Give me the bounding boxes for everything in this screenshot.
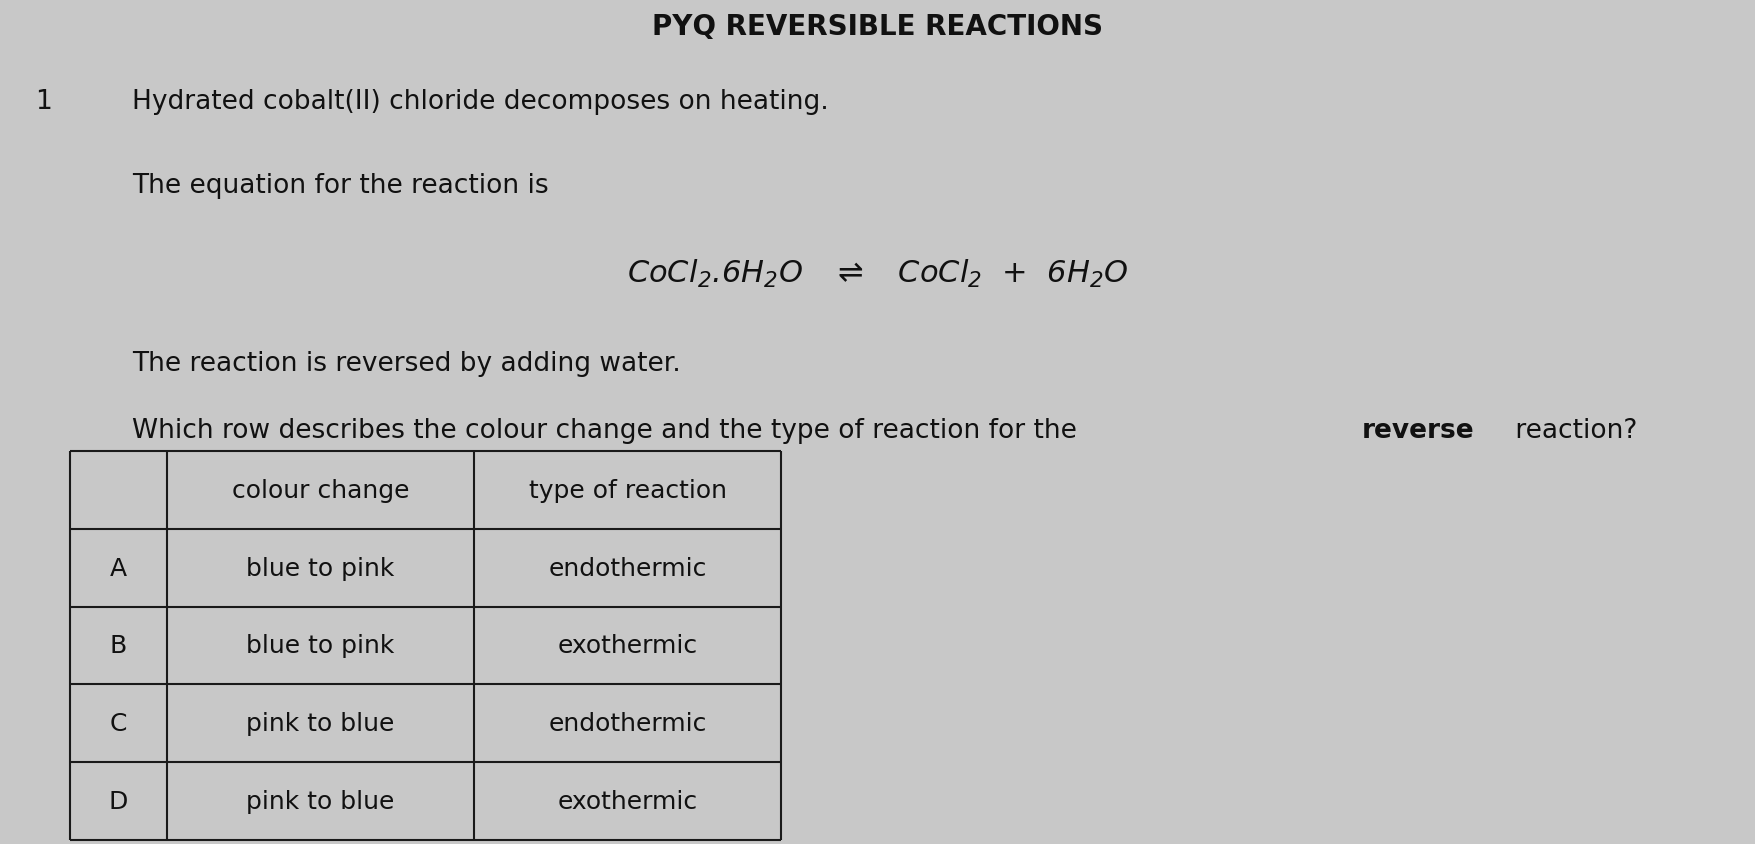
Text: 1: 1: [35, 89, 53, 115]
Text: type of reaction: type of reaction: [528, 479, 727, 502]
Text: D: D: [109, 789, 128, 813]
Text: blue to pink: blue to pink: [246, 634, 395, 657]
Text: blue to pink: blue to pink: [246, 556, 395, 580]
Text: exothermic: exothermic: [558, 634, 697, 657]
Text: endothermic: endothermic: [548, 556, 707, 580]
Text: C: C: [111, 711, 126, 735]
Text: pink to blue: pink to blue: [246, 789, 395, 813]
Text: exothermic: exothermic: [558, 789, 697, 813]
Text: reverse: reverse: [1360, 418, 1474, 444]
Text: The equation for the reaction is: The equation for the reaction is: [132, 173, 548, 199]
Text: B: B: [111, 634, 126, 657]
Text: The reaction is reversed by adding water.: The reaction is reversed by adding water…: [132, 350, 681, 376]
Text: $\mathregular{CoCl_2.6H_2O}$   $\rightleftharpoons$   $\mathregular{CoCl_2}$  + : $\mathregular{CoCl_2.6H_2O}$ $\rightleft…: [627, 257, 1128, 289]
Text: PYQ REVERSIBLE REACTIONS: PYQ REVERSIBLE REACTIONS: [653, 13, 1102, 41]
Text: A: A: [111, 556, 126, 580]
Text: reaction?: reaction?: [1506, 418, 1636, 444]
Text: pink to blue: pink to blue: [246, 711, 395, 735]
Text: colour change: colour change: [232, 479, 409, 502]
Text: Which row describes the colour change and the type of reaction for the: Which row describes the colour change an…: [132, 418, 1085, 444]
Text: Hydrated cobalt(II) chloride decomposes on heating.: Hydrated cobalt(II) chloride decomposes …: [132, 89, 828, 115]
Text: endothermic: endothermic: [548, 711, 707, 735]
